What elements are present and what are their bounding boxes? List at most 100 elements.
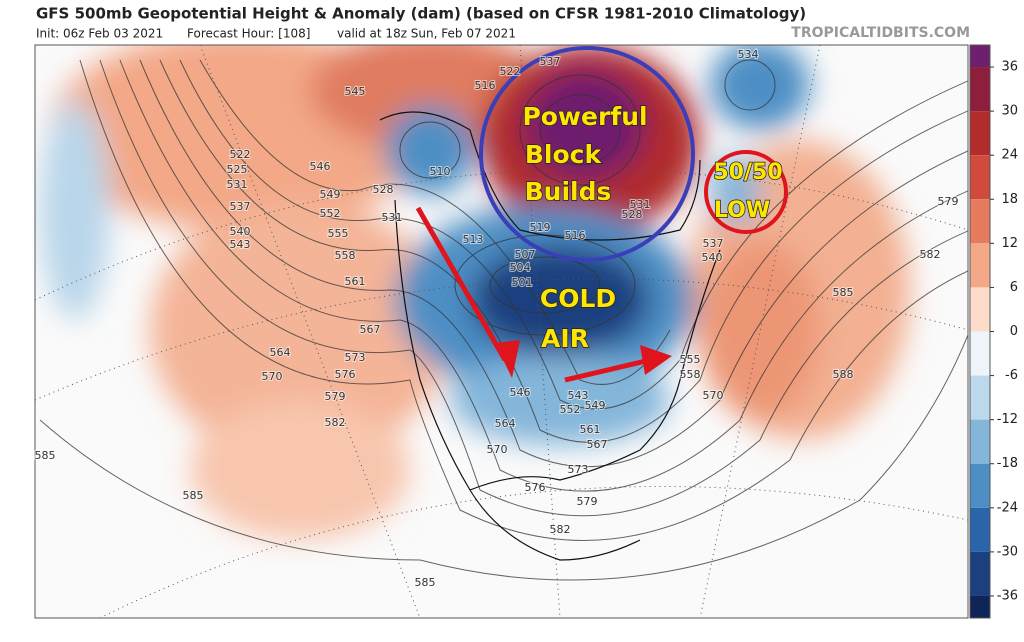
contour-label: 570 — [703, 389, 724, 402]
colorbar-tick-label: -12 — [997, 412, 1018, 427]
arrow — [564, 357, 651, 383]
contour-label: 561 — [345, 275, 366, 288]
contour-label: 579 — [325, 390, 346, 403]
contour-label: 522 — [230, 148, 251, 161]
annotation: Builds — [525, 177, 612, 206]
contour-label: 588 — [833, 368, 854, 381]
contour-label: 576 — [335, 368, 356, 381]
annotation: LOW — [714, 198, 770, 223]
colorbar-tick-label: 36 — [1001, 60, 1018, 75]
contour-label: 555 — [328, 227, 349, 240]
contour-label: 513 — [463, 233, 484, 246]
contour-label: 579 — [577, 495, 598, 508]
init-time: Init: 06z Feb 03 2021 — [36, 27, 163, 41]
contour-label: 585 — [415, 576, 436, 589]
annotation-shapes — [415, 46, 788, 383]
contour-label: 549 — [320, 188, 341, 201]
block-circle — [479, 46, 695, 262]
annotation: Block — [525, 140, 603, 169]
coastlines — [379, 111, 721, 561]
contour-label: 537 — [703, 237, 724, 250]
annotation: COLD — [540, 284, 616, 313]
contour-label: 567 — [360, 323, 381, 336]
contour-label: 531 — [227, 178, 248, 191]
colorbar-band — [970, 111, 990, 156]
colorbar-tick-label: 0 — [1010, 324, 1018, 339]
contour-label: 546 — [510, 386, 531, 399]
contour-label: 585 — [35, 449, 56, 462]
colorbar-tick-label: 12 — [1001, 236, 1018, 251]
anomaly-shading — [40, 45, 910, 540]
colorbar-tick-label: 18 — [1001, 192, 1018, 207]
contour-label: 579 — [938, 195, 959, 208]
contour-label: 528 — [373, 183, 394, 196]
colorbar-band — [970, 507, 990, 552]
contour-label: 582 — [325, 416, 346, 429]
colorbar-tick-label: -36 — [997, 588, 1018, 603]
low-circle — [704, 150, 788, 234]
contour-label: 585 — [183, 489, 204, 502]
colorbar-tick-label: -30 — [997, 544, 1018, 559]
contour-label: 516 — [565, 229, 586, 242]
contour-label: 531 — [382, 211, 403, 224]
colorbar-band — [970, 243, 990, 288]
colorbar-tick-label: 30 — [1001, 104, 1018, 119]
contour-labels: 5455225255315375405435465495525555585615… — [34, 47, 960, 590]
contour-label: 543 — [568, 389, 589, 402]
annotation: 50/50 — [713, 160, 782, 185]
contour-label: 570 — [487, 443, 508, 456]
contour-label: 531 — [630, 198, 651, 211]
contour-label: 546 — [310, 160, 331, 173]
annotation: Powerful — [522, 102, 647, 131]
colorbar-band — [970, 419, 990, 464]
contour-label: 528 — [622, 208, 643, 221]
graticule — [35, 45, 968, 618]
contour-label: 504 — [510, 261, 531, 274]
contour-label: 516 — [475, 79, 496, 92]
contour-label: 549 — [585, 399, 606, 412]
colorbar-band — [970, 45, 990, 68]
colorbar-band — [970, 67, 990, 112]
contour-label: 564 — [270, 346, 291, 359]
contour-label: 558 — [335, 249, 356, 262]
colorbar-band — [970, 155, 990, 200]
contour-label: 537 — [230, 200, 251, 213]
colorbar-tick-label: -24 — [997, 500, 1018, 515]
arrow — [415, 206, 508, 362]
colorbar-band — [970, 463, 990, 508]
contour-label: 558 — [680, 368, 701, 381]
site-name: TROPICALTIDBITS.COM — [791, 25, 970, 41]
colorbar-band — [970, 331, 990, 376]
contour-label: 582 — [920, 248, 941, 261]
colorbar-band — [970, 287, 990, 332]
colorbar: 36 30 24 18 12 6 0 -6 -12 -18 -24 -30 -36 — [969, 44, 1018, 619]
contour-label: 522 — [500, 65, 521, 78]
contour-label: 545 — [345, 85, 366, 98]
contour-label: 534 — [738, 48, 759, 61]
colorbar-tick-label: -18 — [997, 456, 1018, 471]
colorbar-tick-label: 6 — [1010, 280, 1018, 295]
contour-label: 585 — [833, 286, 854, 299]
contour-label: 576 — [525, 481, 546, 494]
title: GFS 500mb Geopotential Height & Anomaly … — [36, 5, 806, 23]
contour-label: 570 — [262, 370, 283, 383]
forecast-hour: Forecast Hour: [108] — [187, 27, 310, 41]
contour-label: 582 — [550, 523, 571, 536]
contour-label: 537 — [540, 55, 561, 68]
contour-label: 552 — [320, 207, 341, 220]
colorbar-band — [970, 375, 990, 420]
arrowhead — [495, 340, 520, 378]
contour-label: 573 — [568, 463, 589, 476]
map-frame — [34, 44, 969, 619]
contour-label: 519 — [530, 221, 551, 234]
colorbar-tick-label: -6 — [1005, 368, 1018, 383]
contour-label: 543 — [230, 238, 251, 251]
contour-label: 573 — [345, 351, 366, 364]
valid-time: valid at 18z Sun, Feb 07 2021 — [337, 27, 516, 41]
contour-label: 540 — [702, 251, 723, 264]
contour-label: 540 — [230, 225, 251, 238]
colorbar-band — [970, 595, 990, 618]
contour-label: 525 — [227, 163, 248, 176]
contour-label: 555 — [680, 353, 701, 366]
